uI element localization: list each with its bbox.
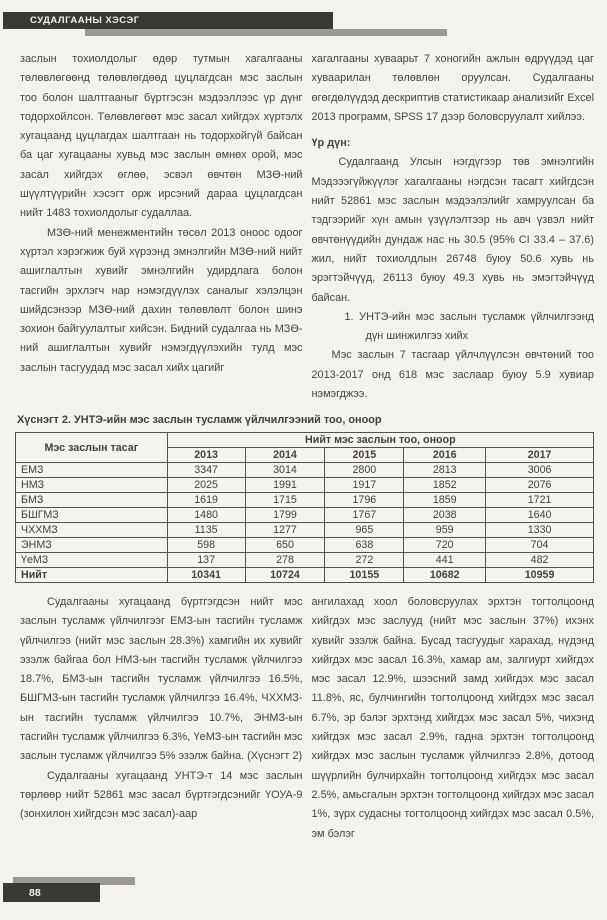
value-cell: 3347 (166, 462, 246, 478)
paragraph: МЗӨ-ний менежментийн төсөл 2013 оноос од… (20, 226, 303, 374)
value-cell: 482 (485, 552, 594, 568)
paragraph: Судалгаанд Улсын нэгдүгээр төв эмнэлгийн… (311, 156, 595, 304)
right-column-top: хагалгааны хуваарьт 7 хоногийн ажлын өдр… (312, 50, 595, 410)
value-cell: 278 (244, 552, 326, 568)
dept-column-header: Мэс заслын тасаг (15, 432, 168, 463)
value-cell: 10959 (485, 567, 594, 583)
year-header: 2016 (403, 447, 487, 463)
value-cell: 10155 (324, 567, 405, 583)
paragraph: заслын тохиолдолыг өдөр тутмын хагалгаан… (20, 53, 303, 220)
value-cell: 137 (166, 552, 246, 568)
dept-cell: НМЗ (15, 477, 168, 493)
value-cell: 638 (324, 537, 405, 553)
paragraph: хагалгааны хуваарьт 7 хоногийн ажлын өдр… (311, 53, 595, 123)
section-header-bar: СУДАЛГААНЫ ХЭСЭГ (3, 12, 333, 29)
left-column-top: заслын тохиолдолыг өдөр тутмын хагалгаан… (20, 50, 303, 410)
dept-cell: ЭНМЗ (15, 537, 168, 553)
left-column-bottom: Судалгааны хугацаанд бүртгэгдсэн нийт мэ… (20, 593, 303, 844)
table-row: ЕМЗ 3347 3014 2800 2813 3006 (15, 462, 594, 478)
paragraph: Судалгааны хугацаанд УНТЭ-т 14 мэс заслы… (20, 769, 303, 821)
value-cell: 1277 (244, 522, 326, 538)
dept-cell: ҮеМЗ (15, 552, 168, 568)
paragraph: ангилахад хоол боловсруулах эрхтэн тогто… (311, 596, 595, 840)
dept-cell: Нийт (15, 567, 168, 583)
value-cell: 965 (324, 522, 405, 538)
table-row: ЭНМЗ 598 650 638 720 704 (15, 537, 594, 553)
surgery-counts-table: Мэс заслын тасаг Нийт мэс заслын тоо, он… (15, 432, 595, 583)
year-header: 2014 (244, 447, 326, 463)
value-cell: 3014 (244, 462, 326, 478)
value-cell: 10682 (403, 567, 487, 583)
value-cell: 272 (324, 552, 405, 568)
value-cell: 10341 (166, 567, 246, 583)
value-cell: 2076 (485, 477, 594, 493)
value-cell: 1799 (244, 507, 326, 523)
section-title: СУДАЛГААНЫ ХЭСЭГ (30, 15, 140, 26)
value-cell: 2800 (324, 462, 405, 478)
table-section: Хүснэгт 2. УНТЭ-ийн мэс заслын тусламж ү… (15, 414, 595, 583)
table-row: БШГМЗ 1480 1799 1767 2038 1640 (15, 507, 594, 523)
value-cell: 1480 (166, 507, 246, 523)
numbered-list-item: 1. УНТЭ-ийн мэс заслын тусламж үйлчилгээ… (344, 310, 595, 343)
header-accent-bar (85, 29, 447, 36)
year-header: 2013 (166, 447, 246, 463)
value-cell: 1721 (485, 492, 594, 508)
value-cell: 720 (403, 537, 487, 553)
value-cell: 1991 (244, 477, 326, 493)
page-number-bar: 88 (3, 883, 100, 902)
table-caption: Хүснэгт 2. УНТЭ-ийн мэс заслын тусламж ү… (17, 414, 382, 426)
value-cell: 704 (485, 537, 594, 553)
table-row: ҮеМЗ 137 278 272 441 482 (15, 552, 594, 568)
table-total-row: Нийт 10341 10724 10155 10682 10959 (15, 567, 594, 583)
paragraph: Мэс заслын 7 тасгаар үйлчлүүлсэн өвчтөни… (311, 349, 595, 401)
value-cell: 441 (403, 552, 487, 568)
table-row: НМЗ 2025 1991 1917 1852 2076 (15, 477, 594, 493)
group-header: Нийт мэс заслын тоо, оноор (166, 432, 595, 448)
paragraph: Судалгааны хугацаанд бүртгэгдсэн нийт мэ… (20, 596, 303, 763)
dept-cell: БШГМЗ (15, 507, 168, 523)
table-year-row: 2013 2014 2015 2016 2017 (16, 447, 594, 463)
footer-accent-bar (13, 877, 135, 885)
dept-cell: БМЗ (15, 492, 168, 508)
value-cell: 2813 (403, 462, 487, 478)
year-header: 2015 (324, 447, 405, 463)
value-cell: 1330 (485, 522, 594, 538)
page-number: 88 (29, 886, 41, 899)
right-column-bottom: ангилахад хоол боловсруулах эрхтэн тогто… (312, 593, 595, 844)
value-cell: 1859 (403, 492, 487, 508)
value-cell: 1619 (166, 492, 246, 508)
dept-cell: ЧХХМЗ (15, 522, 168, 538)
value-cell: 1640 (485, 507, 594, 523)
value-cell: 2038 (403, 507, 487, 523)
value-cell: 959 (403, 522, 487, 538)
value-cell: 3006 (485, 462, 594, 478)
top-columns: заслын тохиолдолыг өдөр тутмын хагалгаан… (20, 50, 594, 410)
value-cell: 1767 (324, 507, 405, 523)
page-content: заслын тохиолдолыг өдөр тутмын хагалгаан… (15, 50, 595, 844)
year-header: 2017 (485, 447, 594, 463)
table-row: ЧХХМЗ 1135 1277 965 959 1330 (15, 522, 594, 538)
value-cell: 598 (166, 537, 246, 553)
table-header-row: Мэс заслын тасаг Нийт мэс заслын тоо, он… (15, 432, 595, 463)
dept-cell: ЕМЗ (15, 462, 168, 478)
value-cell: 2025 (166, 477, 246, 493)
results-heading: Үр дүн: (311, 137, 351, 150)
table-row: БМЗ 1619 1715 1796 1859 1721 (15, 492, 594, 508)
value-cell: 1715 (244, 492, 326, 508)
value-cell: 1852 (403, 477, 487, 493)
value-cell: 1135 (166, 522, 246, 538)
value-cell: 1796 (324, 492, 405, 508)
value-cell: 10724 (244, 567, 326, 583)
value-cell: 1917 (324, 477, 405, 493)
value-cell: 650 (244, 537, 326, 553)
bottom-columns: Судалгааны хугацаанд бүртгэгдсэн нийт мэ… (20, 593, 594, 844)
